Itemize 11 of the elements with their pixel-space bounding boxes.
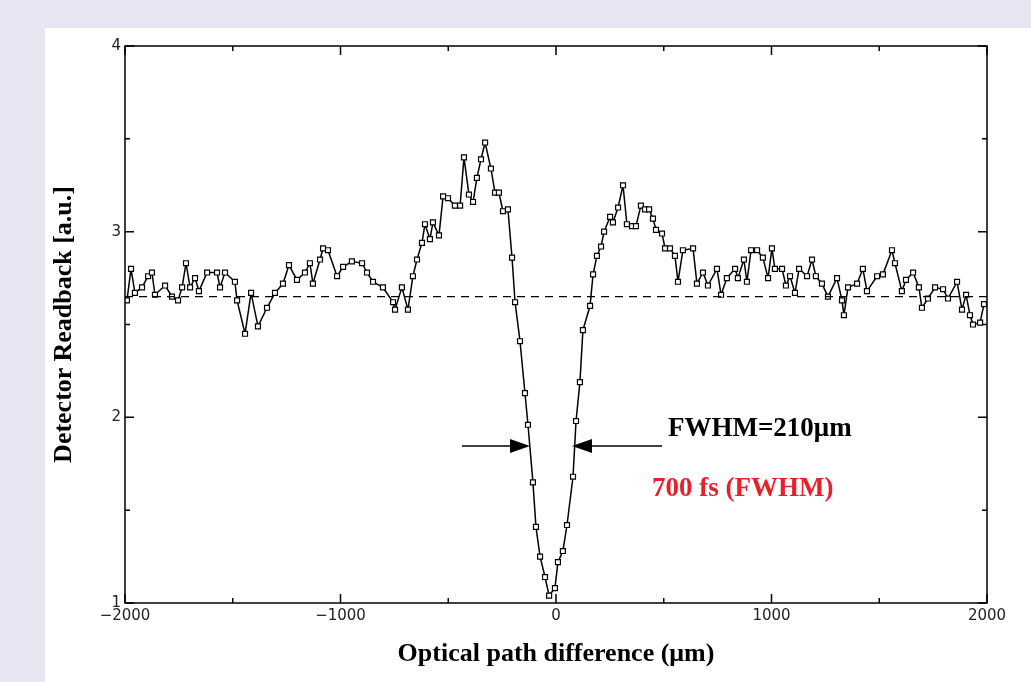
x-tick-label: 2000 [967, 605, 1007, 624]
y-tick-label: 4 [111, 35, 121, 54]
annotation: FWHM=210μm [668, 412, 852, 443]
x-tick-label: 1000 [752, 605, 791, 624]
x-tick-label: 0 [551, 605, 561, 624]
y-axis-title: Detector Readback [a.u.] [48, 186, 78, 463]
y-tick-label: 3 [111, 221, 121, 240]
y-tick-label: 2 [111, 407, 121, 426]
x-axis-title: Optical path difference (μm) [397, 638, 715, 668]
annotation: 700 fs (FWHM) [652, 472, 834, 503]
x-tick-label: −1000 [315, 605, 366, 624]
